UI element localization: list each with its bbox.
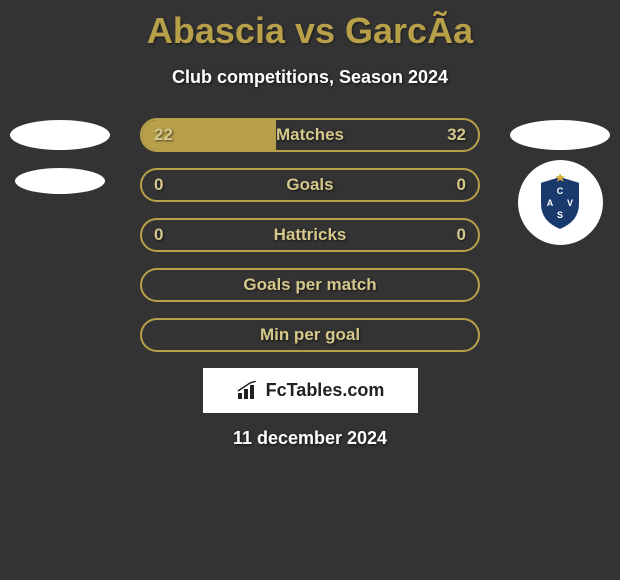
stat-label: Matches <box>276 125 344 145</box>
stat-row-goals: 0 Goals 0 C A V S <box>0 168 620 202</box>
player-avatar-left-2 <box>10 163 110 203</box>
branding-box: FcTables.com <box>203 368 418 413</box>
stat-bar: Goals per match <box>140 268 480 302</box>
stat-label: Goals per match <box>243 275 376 295</box>
stat-row-gpm: Goals per match <box>0 268 620 302</box>
stat-value-right: 0 <box>457 225 466 245</box>
svg-text:A: A <box>547 198 554 208</box>
player-avatar-left-1 <box>10 115 110 155</box>
date-text: 11 december 2024 <box>0 428 620 449</box>
stat-row-matches: 22 Matches 32 <box>0 118 620 152</box>
stat-value-left: 0 <box>154 225 163 245</box>
branding-text: FcTables.com <box>266 380 385 401</box>
svg-text:C: C <box>557 186 564 196</box>
stat-value-left: 0 <box>154 175 163 195</box>
stat-label: Min per goal <box>260 325 360 345</box>
stat-row-mpg: Min per goal <box>0 318 620 352</box>
avatar-placeholder-icon <box>510 120 610 150</box>
subtitle: Club competitions, Season 2024 <box>0 67 620 88</box>
chart-icon <box>236 381 260 401</box>
stat-bar: 0 Goals 0 <box>140 168 480 202</box>
stat-row-hattricks: 0 Hattricks 0 <box>0 218 620 252</box>
stat-bar: Min per goal <box>140 318 480 352</box>
stat-value-left: 22 <box>154 125 173 145</box>
stat-bar: 22 Matches 32 <box>140 118 480 152</box>
player-avatar-right-1 <box>510 115 610 155</box>
stat-value-right: 32 <box>447 125 466 145</box>
svg-text:V: V <box>567 198 573 208</box>
stat-value-right: 0 <box>457 175 466 195</box>
avatar-placeholder-icon <box>10 120 110 150</box>
comparison-card: Abascia vs GarcÃ­a Club competitions, Se… <box>0 0 620 459</box>
page-title: Abascia vs GarcÃ­a <box>0 10 620 52</box>
stat-bar: 0 Hattricks 0 <box>140 218 480 252</box>
avatar-placeholder-icon <box>15 168 105 194</box>
stat-label: Goals <box>286 175 333 195</box>
stat-label: Hattricks <box>274 225 347 245</box>
